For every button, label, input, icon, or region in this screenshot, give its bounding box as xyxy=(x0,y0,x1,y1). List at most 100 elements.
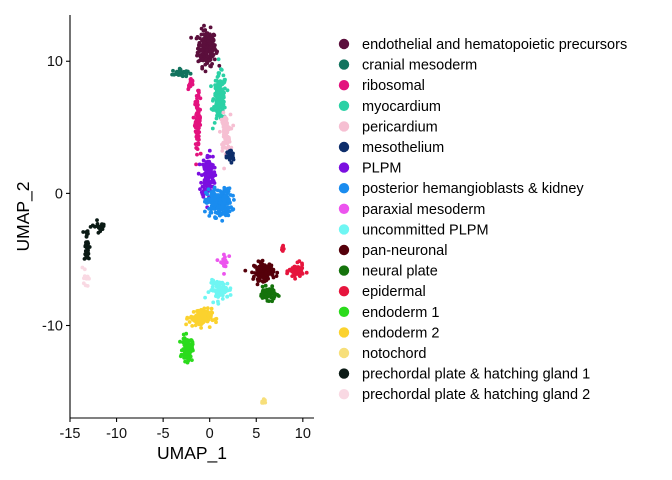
data-point xyxy=(260,284,265,289)
data-point xyxy=(213,201,218,206)
data-point xyxy=(293,276,297,281)
legend-swatch xyxy=(338,80,350,91)
legend-label: PLPM xyxy=(362,161,402,177)
data-point xyxy=(243,268,248,273)
data-point xyxy=(213,197,218,202)
data-point xyxy=(227,151,232,156)
data-point xyxy=(227,209,232,214)
data-point xyxy=(190,324,195,328)
data-point xyxy=(179,73,184,77)
data-point xyxy=(216,71,221,75)
data-point xyxy=(101,223,105,228)
x-axis-title: UMAP_1 xyxy=(157,443,227,464)
data-point xyxy=(212,165,217,170)
data-point xyxy=(211,32,216,37)
data-point xyxy=(202,23,206,28)
data-point xyxy=(210,126,215,131)
data-point xyxy=(171,68,175,73)
legend-swatch xyxy=(338,121,350,132)
data-point xyxy=(220,291,225,295)
data-point xyxy=(86,231,90,236)
data-point xyxy=(198,96,203,101)
data-point xyxy=(194,105,199,110)
data-point xyxy=(212,170,217,175)
data-point xyxy=(263,283,268,288)
series-points xyxy=(259,283,281,304)
legend-label: prechordal plate & hatching gland 1 xyxy=(362,367,590,383)
data-point xyxy=(201,319,206,324)
legend-swatch xyxy=(338,306,350,317)
data-point xyxy=(211,206,216,211)
series-points xyxy=(215,252,232,276)
data-point xyxy=(198,55,203,59)
data-point xyxy=(206,187,211,192)
data-point xyxy=(293,264,298,269)
data-point xyxy=(222,166,227,171)
data-point xyxy=(256,259,261,264)
legend-item: PLPM xyxy=(338,161,402,177)
data-point xyxy=(197,137,201,142)
data-point xyxy=(223,115,228,120)
data-point xyxy=(223,136,228,141)
data-point xyxy=(204,51,209,55)
legend-item: uncommitted PLPM xyxy=(338,222,489,238)
data-point xyxy=(229,160,234,165)
data-point xyxy=(207,148,212,153)
data-point xyxy=(267,299,271,303)
data-point xyxy=(227,186,232,191)
data-point xyxy=(223,208,228,213)
data-point xyxy=(208,210,213,215)
data-point xyxy=(95,218,99,223)
data-point xyxy=(260,272,264,277)
series-points xyxy=(224,148,236,165)
data-point xyxy=(207,166,212,171)
data-point xyxy=(194,146,199,150)
data-point xyxy=(207,325,212,329)
data-point xyxy=(191,310,196,314)
series-points xyxy=(80,265,91,288)
data-point xyxy=(197,126,201,130)
data-point xyxy=(87,256,91,261)
data-point xyxy=(200,48,205,53)
series-points xyxy=(243,258,280,287)
data-point xyxy=(186,346,191,351)
data-point xyxy=(198,151,203,156)
legend-swatch xyxy=(338,183,350,194)
data-point xyxy=(218,189,223,193)
data-point xyxy=(210,179,214,183)
data-point xyxy=(215,109,220,113)
data-point xyxy=(220,203,225,208)
data-point xyxy=(84,240,88,245)
series-points xyxy=(81,218,106,261)
legend-label: posterior hemangioblasts & kidney xyxy=(362,181,584,197)
legend-item: cranial mesoderm xyxy=(338,58,477,74)
data-point xyxy=(218,129,222,134)
data-point xyxy=(223,145,227,150)
data-point xyxy=(195,53,199,58)
data-point xyxy=(227,254,232,258)
data-point xyxy=(217,63,222,68)
data-point xyxy=(178,354,183,359)
data-point xyxy=(204,316,208,321)
series-points xyxy=(203,277,233,306)
x-tick-label: -15 xyxy=(60,426,81,442)
data-point xyxy=(212,46,217,51)
data-point xyxy=(250,270,254,275)
data-point xyxy=(187,320,192,324)
data-point xyxy=(205,54,210,59)
data-point xyxy=(215,75,220,79)
data-point xyxy=(181,340,185,345)
data-point xyxy=(211,98,215,103)
legend-swatch xyxy=(338,224,350,235)
data-point xyxy=(216,87,221,92)
legend-item: notochord xyxy=(338,346,427,362)
legend-swatch xyxy=(338,368,350,379)
x-tick-label: 10 xyxy=(295,426,311,442)
data-point xyxy=(297,271,302,276)
series-points xyxy=(186,77,203,167)
data-point xyxy=(222,105,227,110)
x-tick-label: 0 xyxy=(206,426,214,442)
legend-item: endoderm 2 xyxy=(338,325,439,341)
data-point xyxy=(222,80,227,85)
data-point xyxy=(260,293,264,298)
